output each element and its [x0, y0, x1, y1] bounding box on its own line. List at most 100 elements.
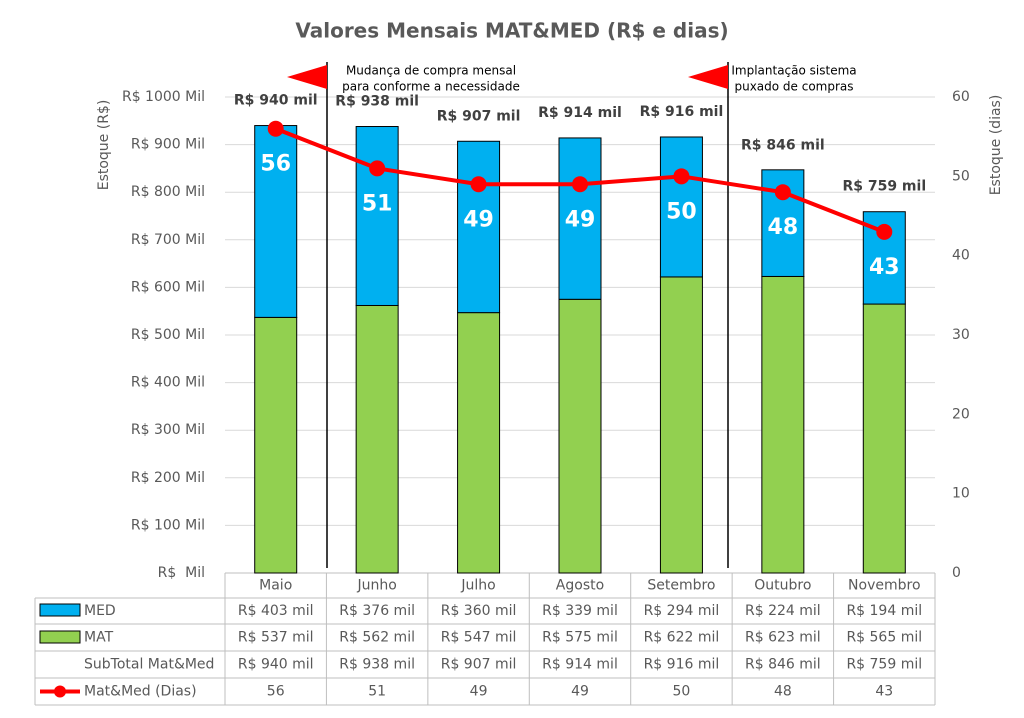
table-cell: 43	[875, 684, 893, 700]
bar-segment	[457, 312, 501, 574]
table-cell: R$ 907 mil	[441, 657, 517, 673]
legend-marker	[54, 685, 66, 698]
point-label: 48	[768, 215, 799, 240]
y-tick-label: R$ 100 Mil	[131, 517, 205, 533]
annotation-text: Mudança de compra mensal	[346, 64, 516, 78]
y-tick-label: R$ 700 Mil	[131, 232, 205, 248]
total-label: R$ 914 mil	[538, 105, 622, 121]
y2-tick-label: 40	[952, 248, 970, 264]
y2-axis-title: Estoque (dias)	[988, 95, 1004, 196]
y-tick-label: R$ 300 Mil	[131, 422, 205, 438]
x-tick-label: Setembro	[647, 578, 715, 594]
total-label: R$ 916 mil	[640, 104, 724, 120]
total-label: R$ 846 mil	[741, 137, 825, 153]
table-cell: 49	[470, 684, 488, 700]
point-label: 49	[463, 207, 494, 232]
table-cell: R$ 224 mil	[745, 603, 821, 619]
table-cell: R$ 339 mil	[542, 603, 618, 619]
table-cell: R$ 294 mil	[644, 603, 720, 619]
y2-tick-label: 10	[952, 486, 970, 502]
y-tick-label: R$ Mil	[158, 565, 205, 581]
legend-label: SubTotal Mat&Med	[84, 657, 214, 673]
table-cell: R$ 194 mil	[846, 603, 922, 619]
annotation-text: para conforme a necessidade	[342, 80, 520, 94]
y2-tick-label: 60	[952, 89, 970, 105]
line-point	[572, 176, 588, 193]
y-tick-label: R$ 400 Mil	[131, 375, 205, 391]
y-tick-label: R$ 900 Mil	[131, 137, 205, 153]
chart-title: Valores Mensais MAT&MED (R$ e dias)	[295, 19, 728, 43]
legend-swatch	[39, 603, 81, 617]
bar-segment	[659, 136, 703, 278]
x-tick-label: Outubro	[754, 578, 811, 594]
bar-segment	[558, 298, 602, 574]
total-label: R$ 940 mil	[234, 93, 318, 109]
table-cell: R$ 846 mil	[745, 657, 821, 673]
table-cell: R$ 565 mil	[846, 630, 922, 646]
bar-segment	[254, 125, 298, 318]
line-point	[267, 120, 284, 137]
annotation-text: Implantação sistema	[731, 64, 856, 78]
legend-label: MAT	[84, 630, 114, 646]
point-label: 49	[565, 207, 596, 232]
y-tick-label: R$ 1000 Mil	[122, 89, 205, 105]
y2-tick-label: 0	[952, 565, 961, 581]
table-cell: R$ 759 mil	[846, 657, 922, 673]
y-tick-label: R$ 200 Mil	[131, 470, 205, 486]
bar-segment	[355, 304, 399, 574]
y2-tick-label: 30	[952, 327, 970, 343]
table-cell: R$ 562 mil	[339, 630, 415, 646]
table-cell: R$ 376 mil	[339, 603, 415, 619]
table-cell: R$ 938 mil	[339, 657, 415, 673]
table-cell: R$ 537 mil	[238, 630, 314, 646]
y-tick-label: R$ 500 Mil	[131, 327, 205, 343]
total-label: R$ 759 mil	[842, 179, 926, 195]
total-label: R$ 938 mil	[335, 94, 419, 110]
table-cell: R$ 914 mil	[542, 657, 618, 673]
line-point	[774, 184, 791, 201]
point-label: 56	[260, 152, 291, 177]
point-label: 50	[666, 199, 697, 224]
table-cell: R$ 360 mil	[441, 603, 517, 619]
table-cell: R$ 403 mil	[238, 603, 314, 619]
point-label: 51	[362, 191, 393, 216]
table-cell: R$ 622 mil	[644, 630, 720, 646]
table-cell: R$ 575 mil	[542, 630, 618, 646]
legend-label: MED	[84, 603, 116, 619]
line-point	[876, 223, 893, 240]
line-point	[369, 160, 386, 177]
table-cell: R$ 623 mil	[745, 630, 821, 646]
line-point	[673, 168, 690, 185]
table-cell: 56	[267, 684, 285, 700]
table-cell: 50	[673, 684, 691, 700]
x-tick-label: Maio	[259, 578, 292, 594]
bar-segment	[558, 137, 602, 300]
annotation-text: puxado de compras	[734, 80, 853, 94]
annotation-flag	[688, 65, 728, 89]
table-cell: 51	[368, 684, 386, 700]
point-label: 43	[869, 255, 900, 280]
y2-tick-label: 50	[952, 168, 970, 184]
y2-tick-label: 20	[952, 406, 970, 422]
x-tick-label: Agosto	[556, 578, 604, 594]
table-cell: R$ 940 mil	[238, 657, 314, 673]
legend-label: Mat&Med (Dias)	[84, 684, 197, 700]
legend-swatch	[39, 630, 81, 644]
table-cell: R$ 547 mil	[441, 630, 517, 646]
y-axis-title: Estoque (R$)	[96, 100, 112, 191]
bar-segment	[254, 316, 298, 574]
table-cell: 48	[774, 684, 792, 700]
y-tick-label: R$ 600 Mil	[131, 279, 205, 295]
bar-segment	[457, 140, 501, 314]
y-tick-label: R$ 800 Mil	[131, 184, 205, 200]
bar-segment	[659, 276, 703, 574]
total-label: R$ 907 mil	[437, 108, 521, 124]
x-tick-label: Novembro	[848, 578, 920, 594]
bar-segment	[355, 126, 399, 306]
x-tick-label: Julho	[460, 578, 495, 594]
bar-segment	[862, 303, 906, 574]
line-point	[470, 176, 487, 193]
table-cell: R$ 916 mil	[644, 657, 720, 673]
x-tick-label: Junho	[356, 578, 396, 594]
